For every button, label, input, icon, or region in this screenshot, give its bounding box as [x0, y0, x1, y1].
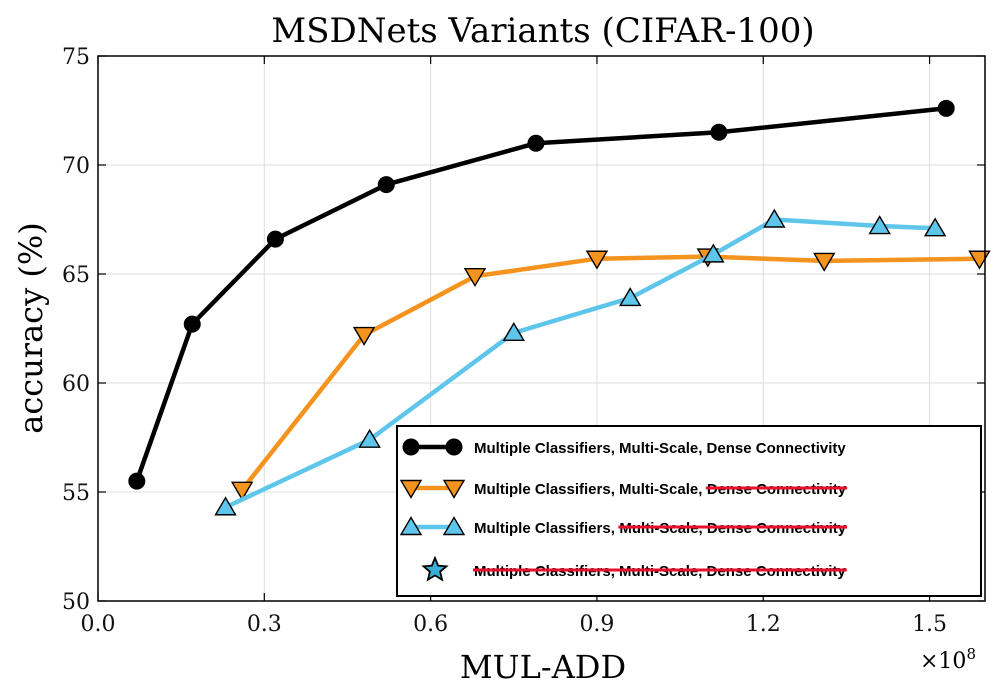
data-point [710, 123, 728, 141]
data-point [527, 134, 545, 152]
plot-border [97, 55, 986, 602]
y-tick-label: 70 [62, 154, 90, 179]
x-axis-exponent: ×108 [920, 645, 976, 674]
legend-item-1: Multiple Classifiers, Multi-Scale, Dense… [399, 479, 848, 499]
series-layer [128, 99, 991, 516]
data-point [266, 230, 284, 248]
data-point [128, 472, 146, 490]
legend-marker [445, 438, 463, 456]
chart-title: MSDNets Variants (CIFAR-100) [271, 11, 814, 51]
legend-marker [399, 479, 423, 499]
y-axis-label: accuracy (%) [12, 222, 50, 433]
x-exponent-power: 8 [966, 645, 976, 663]
x-tick-label: 0.6 [413, 612, 448, 637]
x-axis-label: MUL-ADD [460, 648, 626, 686]
legend-marker [442, 479, 466, 499]
data-point [377, 176, 395, 194]
legend-label-plain: Multiple Classifiers, Multi-Scale, Dense… [474, 440, 846, 457]
data-point [813, 252, 836, 272]
y-tick-label: 75 [62, 45, 90, 70]
legend-marker [442, 516, 466, 536]
y-axis: 50 55 60 65 70 75 [62, 45, 985, 615]
data-point [463, 267, 487, 288]
data-point [502, 321, 526, 342]
legend-marker [399, 516, 423, 536]
data-point [230, 481, 254, 501]
legend-item-2: Multiple Classifiers, Multi-Scale, Dense… [399, 516, 848, 537]
x-exponent-base: ×10 [920, 649, 966, 674]
y-tick-label: 60 [62, 372, 90, 397]
data-point [585, 250, 609, 270]
legend-marker [421, 555, 449, 582]
legend-marker [402, 438, 420, 456]
data-point [352, 326, 376, 346]
x-tick-label: 0.9 [579, 612, 614, 637]
series-2 [214, 208, 947, 516]
y-tick-label: 50 [62, 590, 90, 615]
data-point [868, 215, 891, 235]
data-point [702, 243, 725, 263]
data-point [358, 428, 381, 448]
series-0 [128, 99, 955, 490]
data-point [937, 99, 955, 117]
legend: Multiple Classifiers, Multi-Scale, Dense… [396, 425, 982, 597]
x-tick-label: 0.3 [247, 612, 282, 637]
x-tick-label: 1.5 [912, 612, 947, 637]
y-tick-label: 65 [62, 263, 90, 288]
legend-item-3: Multiple Classifiers, Multi-Scale, Dense… [421, 555, 847, 582]
data-point [183, 315, 201, 333]
data-point [763, 208, 786, 228]
x-tick-label: 1.2 [746, 612, 781, 637]
data-point [618, 287, 642, 307]
legend-label-plain: Multiple Classifiers, [474, 520, 615, 537]
series-line [223, 217, 938, 510]
y-tick-label: 55 [62, 481, 90, 506]
x-tick-label: 0.0 [81, 612, 116, 637]
legend-item-0: Multiple Classifiers, Multi-Scale, Dense… [402, 438, 846, 457]
plot-frame [97, 55, 986, 602]
data-point [923, 217, 947, 237]
data-point [214, 496, 237, 516]
legend-label-plain: Multiple Classifiers, Multi-Scale, [474, 481, 702, 498]
legend-box [396, 425, 982, 597]
